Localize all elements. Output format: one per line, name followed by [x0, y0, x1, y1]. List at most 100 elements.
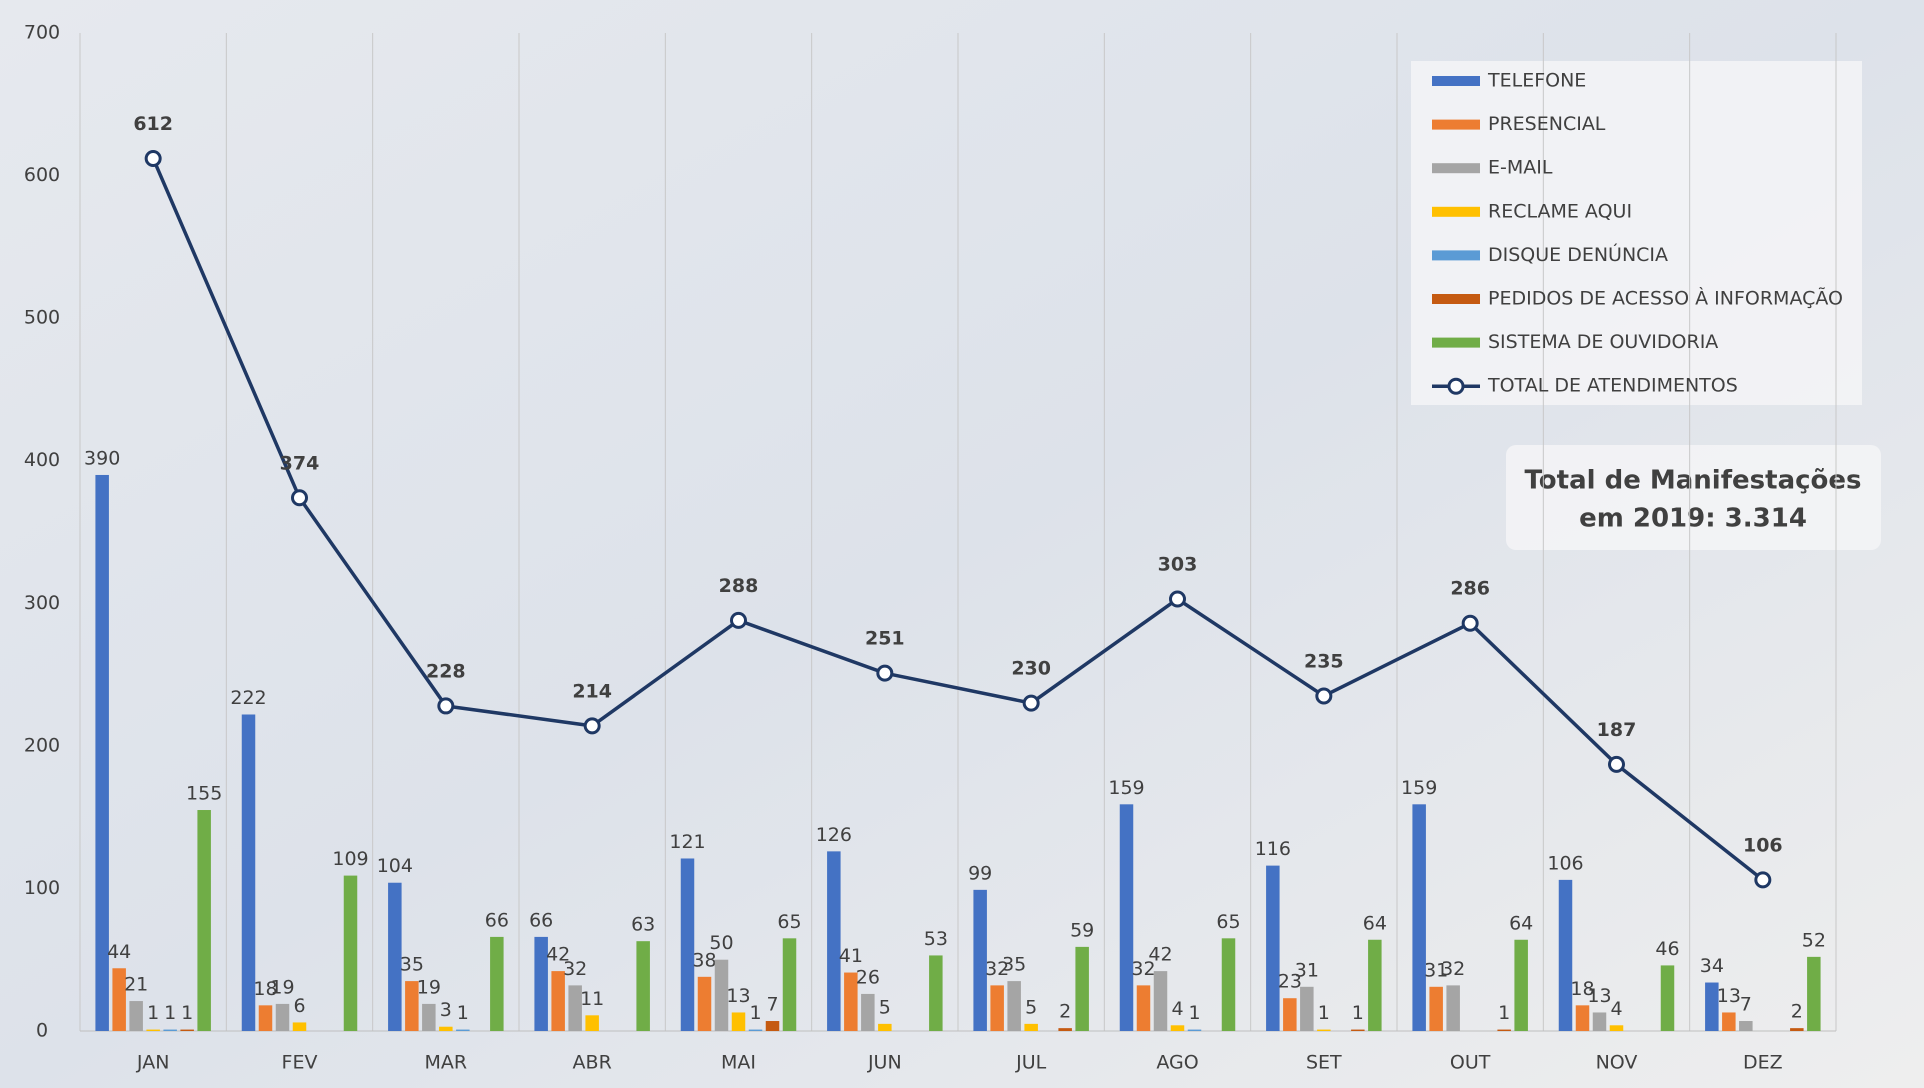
bar-label: 390	[84, 447, 120, 469]
legend-label: PRESENCIAL	[1488, 113, 1606, 135]
bar-label: 65	[777, 911, 801, 933]
bar	[731, 1012, 746, 1031]
bar-label: 50	[709, 932, 733, 954]
bar-label: 159	[1108, 777, 1144, 799]
x-tick-label: ABR	[573, 1052, 612, 1074]
y-tick-label: 100	[24, 877, 60, 899]
annotation-box	[1506, 445, 1881, 550]
bar	[878, 1023, 892, 1031]
total-label: 235	[1304, 650, 1344, 672]
total-label: 106	[1743, 834, 1783, 856]
bar-label: 63	[631, 914, 655, 936]
total-point	[1608, 755, 1625, 773]
bar-label: 26	[856, 966, 880, 988]
bar-label: 41	[839, 945, 863, 967]
bar	[439, 1026, 453, 1031]
bar-label: 64	[1509, 912, 1533, 934]
legend-label: TOTAL DE ATENDIMENTOS	[1487, 375, 1738, 397]
bar-label: 38	[692, 949, 716, 971]
bar-label: 13	[1717, 985, 1741, 1007]
bar	[680, 858, 695, 1031]
bar-label: 4	[1610, 998, 1622, 1020]
total-point	[730, 611, 747, 629]
bar	[697, 976, 712, 1031]
total-point	[1315, 687, 1333, 705]
x-tick-label: AGO	[1156, 1052, 1198, 1074]
total-line	[151, 157, 1764, 882]
bar	[163, 1029, 177, 1031]
bar	[258, 1005, 273, 1031]
bar-label: 1	[164, 1002, 176, 1024]
bar	[405, 981, 419, 1031]
total-point	[291, 489, 308, 507]
bar	[197, 810, 211, 1031]
legend-swatch	[1432, 206, 1480, 217]
bar	[1429, 986, 1443, 1031]
bar	[275, 1003, 290, 1031]
x-tick-label: OUT	[1450, 1052, 1491, 1074]
bar-label: 19	[270, 976, 294, 998]
bar	[241, 714, 256, 1031]
total-point	[1461, 614, 1479, 632]
x-tick-label: JUN	[867, 1052, 902, 1074]
bar-label: 31	[1295, 959, 1319, 981]
bar	[1136, 985, 1151, 1031]
legend-label: E-MAIL	[1488, 157, 1553, 179]
bar	[1368, 939, 1382, 1031]
bar-label: 121	[669, 831, 705, 853]
bar	[1446, 985, 1460, 1031]
bar	[180, 1029, 194, 1031]
bar-label: 32	[563, 958, 587, 980]
bar	[585, 1015, 599, 1031]
bar-label: 5	[879, 996, 891, 1018]
bar-label: 23	[1278, 971, 1302, 993]
bar-label: 104	[377, 855, 413, 877]
bar	[1739, 1021, 1753, 1031]
total-label: 303	[1158, 554, 1198, 576]
bar	[782, 938, 797, 1031]
bar	[929, 955, 943, 1031]
y-tick-label: 600	[24, 164, 60, 186]
bar	[388, 882, 402, 1031]
bar-label: 99	[968, 862, 992, 884]
y-tick-label: 700	[24, 22, 60, 44]
bar	[1221, 938, 1236, 1031]
x-tick-label: FEV	[282, 1052, 318, 1074]
legend-label: RECLAME AQUI	[1488, 200, 1632, 222]
x-tick-label: MAR	[425, 1052, 468, 1074]
bar-label: 46	[1655, 938, 1679, 960]
bar-label: 2	[1059, 1001, 1071, 1023]
annotation: Total de Manifestações	[1525, 466, 1862, 496]
total-point	[876, 664, 894, 682]
bar	[112, 968, 126, 1031]
bar-label: 66	[485, 909, 509, 931]
bar	[1705, 982, 1719, 1031]
bar-label: 6	[293, 995, 305, 1017]
bar-label: 52	[1802, 929, 1826, 951]
bar	[1317, 1029, 1331, 1031]
bar	[1575, 1005, 1590, 1031]
bar	[714, 959, 729, 1031]
y-tick-label: 200	[24, 734, 60, 756]
total-label: 288	[719, 575, 759, 597]
bar	[1058, 1028, 1072, 1031]
bar-label: 34	[1700, 955, 1724, 977]
bar-label: 106	[1547, 852, 1583, 874]
bar	[1266, 865, 1280, 1031]
bar	[95, 474, 109, 1031]
total-label: 187	[1597, 719, 1637, 741]
bar	[1024, 1023, 1038, 1031]
bar-label: 18	[253, 978, 277, 1000]
x-tick-label: SET	[1306, 1052, 1342, 1074]
bar-label: 42	[1148, 944, 1172, 966]
bar	[1558, 879, 1573, 1031]
bar-label: 1	[1498, 1002, 1510, 1024]
bar	[1592, 1012, 1607, 1031]
bar	[1075, 946, 1089, 1031]
bar-label: 64	[1363, 912, 1387, 934]
legend-label: SISTEMA DE OUVIDORIA	[1488, 331, 1718, 353]
bar	[343, 875, 358, 1031]
bar	[1722, 1012, 1736, 1031]
bar	[422, 1003, 436, 1031]
